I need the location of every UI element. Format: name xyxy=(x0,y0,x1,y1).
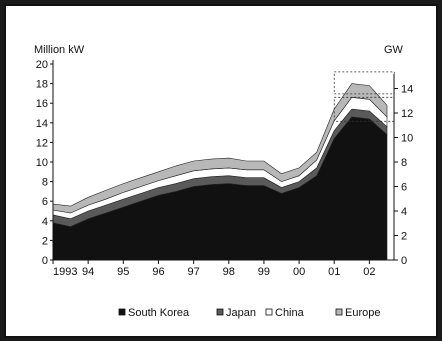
annotation-box xyxy=(333,71,395,95)
left-tick-label: 10 xyxy=(36,157,48,169)
left-tick-label: 4 xyxy=(42,216,48,228)
legend-swatch xyxy=(265,308,273,316)
x-tick-label: 98 xyxy=(223,266,235,278)
left-axis-unit: Million kW xyxy=(34,44,85,56)
area-europe xyxy=(52,83,388,214)
legend-label: China xyxy=(275,307,305,319)
right-tick-label: 2 xyxy=(401,231,407,243)
left-tick-label: 0 xyxy=(42,255,48,267)
x-tick-label: 95 xyxy=(117,266,129,278)
stacked-area-chart: Million kW GW 02468101214161820024681012… xyxy=(34,44,414,319)
x-tick-label: 01 xyxy=(328,266,340,278)
legend-label: Europe xyxy=(345,307,380,319)
legend-label: South Korea xyxy=(128,307,190,319)
left-tick-label: 2 xyxy=(42,235,48,247)
right-tick-label: 0 xyxy=(401,255,407,267)
left-tick-label: 20 xyxy=(36,59,48,71)
left-tick-label: 6 xyxy=(42,196,48,208)
left-tick-label: 14 xyxy=(36,118,48,130)
x-tick-label: 96 xyxy=(152,266,164,278)
legend-swatch xyxy=(118,308,126,316)
right-tick-label: 14 xyxy=(401,84,413,96)
legend: South Korea Japan China Europe xyxy=(118,307,380,319)
x-tick-label: 02 xyxy=(363,266,375,278)
right-tick-label: 12 xyxy=(401,108,413,120)
x-tick-label: 99 xyxy=(258,266,270,278)
x-tick-label: 94 xyxy=(82,266,94,278)
x-tick-label: 97 xyxy=(187,266,199,278)
area-layers xyxy=(52,83,388,261)
left-tick-label: 16 xyxy=(36,98,48,110)
legend-label: Japan xyxy=(226,307,256,319)
right-tick-label: 6 xyxy=(401,182,407,194)
legend-swatch xyxy=(335,308,343,316)
right-tick-label: 8 xyxy=(401,157,407,169)
area-south-korea xyxy=(52,116,388,261)
legend-swatch xyxy=(216,308,224,316)
chart-frame: Million kW GW 0 2 4 6 8 10 12 14 16 18 20 0 2 4 6 8 10 12… xyxy=(4,4,438,338)
left-tick-label: 18 xyxy=(36,79,48,91)
right-axis-unit: GW xyxy=(384,44,404,56)
annotation-box xyxy=(333,96,395,122)
x-tick-label: 1993 xyxy=(53,266,77,278)
left-tick-label: 12 xyxy=(36,137,48,149)
right-tick-label: 10 xyxy=(401,133,413,145)
left-tick-label: 8 xyxy=(42,177,48,189)
right-tick-label: 4 xyxy=(401,206,407,218)
x-tick-label: 00 xyxy=(293,266,305,278)
